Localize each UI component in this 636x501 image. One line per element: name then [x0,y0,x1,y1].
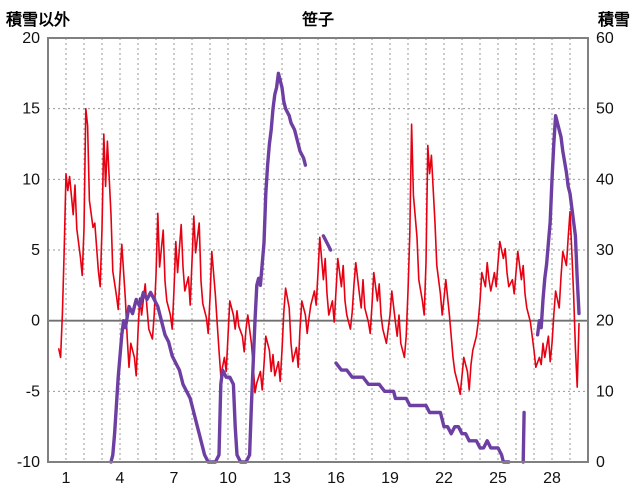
x-axis-tick-labels: 1 4 7 10 13 16 19 22 25 28 [62,470,561,487]
svg-text:-10: -10 [17,454,40,471]
svg-text:5: 5 [31,242,40,259]
svg-text:20: 20 [596,313,614,330]
svg-text:16: 16 [327,470,345,487]
snow-depth-line [109,71,581,464]
svg-text:15: 15 [22,101,40,118]
svg-text:25: 25 [489,470,507,487]
svg-text:20: 20 [22,30,40,47]
left-axis-tick-labels: -10 -5 0 5 10 15 20 [17,30,40,471]
svg-text:0: 0 [596,454,605,471]
svg-text:-5: -5 [26,383,40,400]
svg-text:22: 22 [435,470,453,487]
svg-text:10: 10 [596,383,614,400]
temperature-line [57,107,580,396]
svg-text:30: 30 [596,242,614,259]
plot-border [47,37,589,463]
right-axis-tick-labels: 0 10 20 30 40 50 60 [596,30,614,471]
svg-text:1: 1 [62,470,71,487]
svg-text:10: 10 [22,171,40,188]
horizontal-gridlines [48,108,588,392]
svg-text:50: 50 [596,101,614,118]
svg-text:60: 60 [596,30,614,47]
svg-text:10: 10 [219,470,237,487]
svg-text:0: 0 [31,313,40,330]
svg-text:28: 28 [543,470,561,487]
left-axis-title: 積雪以外 [6,12,71,29]
chart-title: 笹子 [301,12,334,29]
svg-text:7: 7 [170,470,179,487]
svg-text:13: 13 [273,470,291,487]
right-axis-title: 積雪 [597,12,630,29]
svg-text:40: 40 [596,171,614,188]
svg-text:19: 19 [381,470,399,487]
svg-text:4: 4 [116,470,125,487]
